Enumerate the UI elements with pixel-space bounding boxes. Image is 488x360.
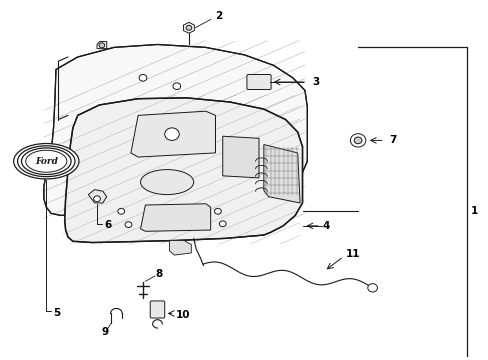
Circle shape [118,208,124,214]
Circle shape [350,134,365,147]
PathPatch shape [44,45,307,215]
Polygon shape [97,41,106,49]
Text: Ford: Ford [35,157,58,166]
Circle shape [185,25,191,30]
Text: 6: 6 [104,220,111,230]
Ellipse shape [140,170,193,195]
Text: 9: 9 [102,327,109,337]
FancyBboxPatch shape [246,75,270,90]
Circle shape [125,222,132,228]
Text: 2: 2 [215,11,223,21]
Polygon shape [140,204,210,231]
Circle shape [353,137,361,144]
Text: 4: 4 [322,221,329,231]
PathPatch shape [264,145,300,203]
Text: 5: 5 [53,309,61,319]
Circle shape [94,196,100,202]
Polygon shape [131,111,215,157]
Circle shape [214,208,221,214]
Text: 11: 11 [346,249,360,260]
Polygon shape [183,22,194,33]
Ellipse shape [26,150,67,172]
Polygon shape [223,136,259,178]
Circle shape [219,221,225,227]
PathPatch shape [64,98,302,243]
Text: 3: 3 [311,77,319,87]
Text: 1: 1 [470,206,477,216]
Polygon shape [88,190,106,203]
Circle shape [99,43,104,48]
Circle shape [139,75,146,81]
Text: 8: 8 [155,269,163,279]
Ellipse shape [14,144,79,179]
Text: 10: 10 [176,310,190,320]
FancyBboxPatch shape [150,301,164,318]
Circle shape [367,284,377,292]
Ellipse shape [21,148,71,175]
Ellipse shape [18,146,75,177]
Text: 7: 7 [389,135,396,145]
Polygon shape [169,240,191,255]
Circle shape [164,128,179,140]
Circle shape [173,83,180,90]
